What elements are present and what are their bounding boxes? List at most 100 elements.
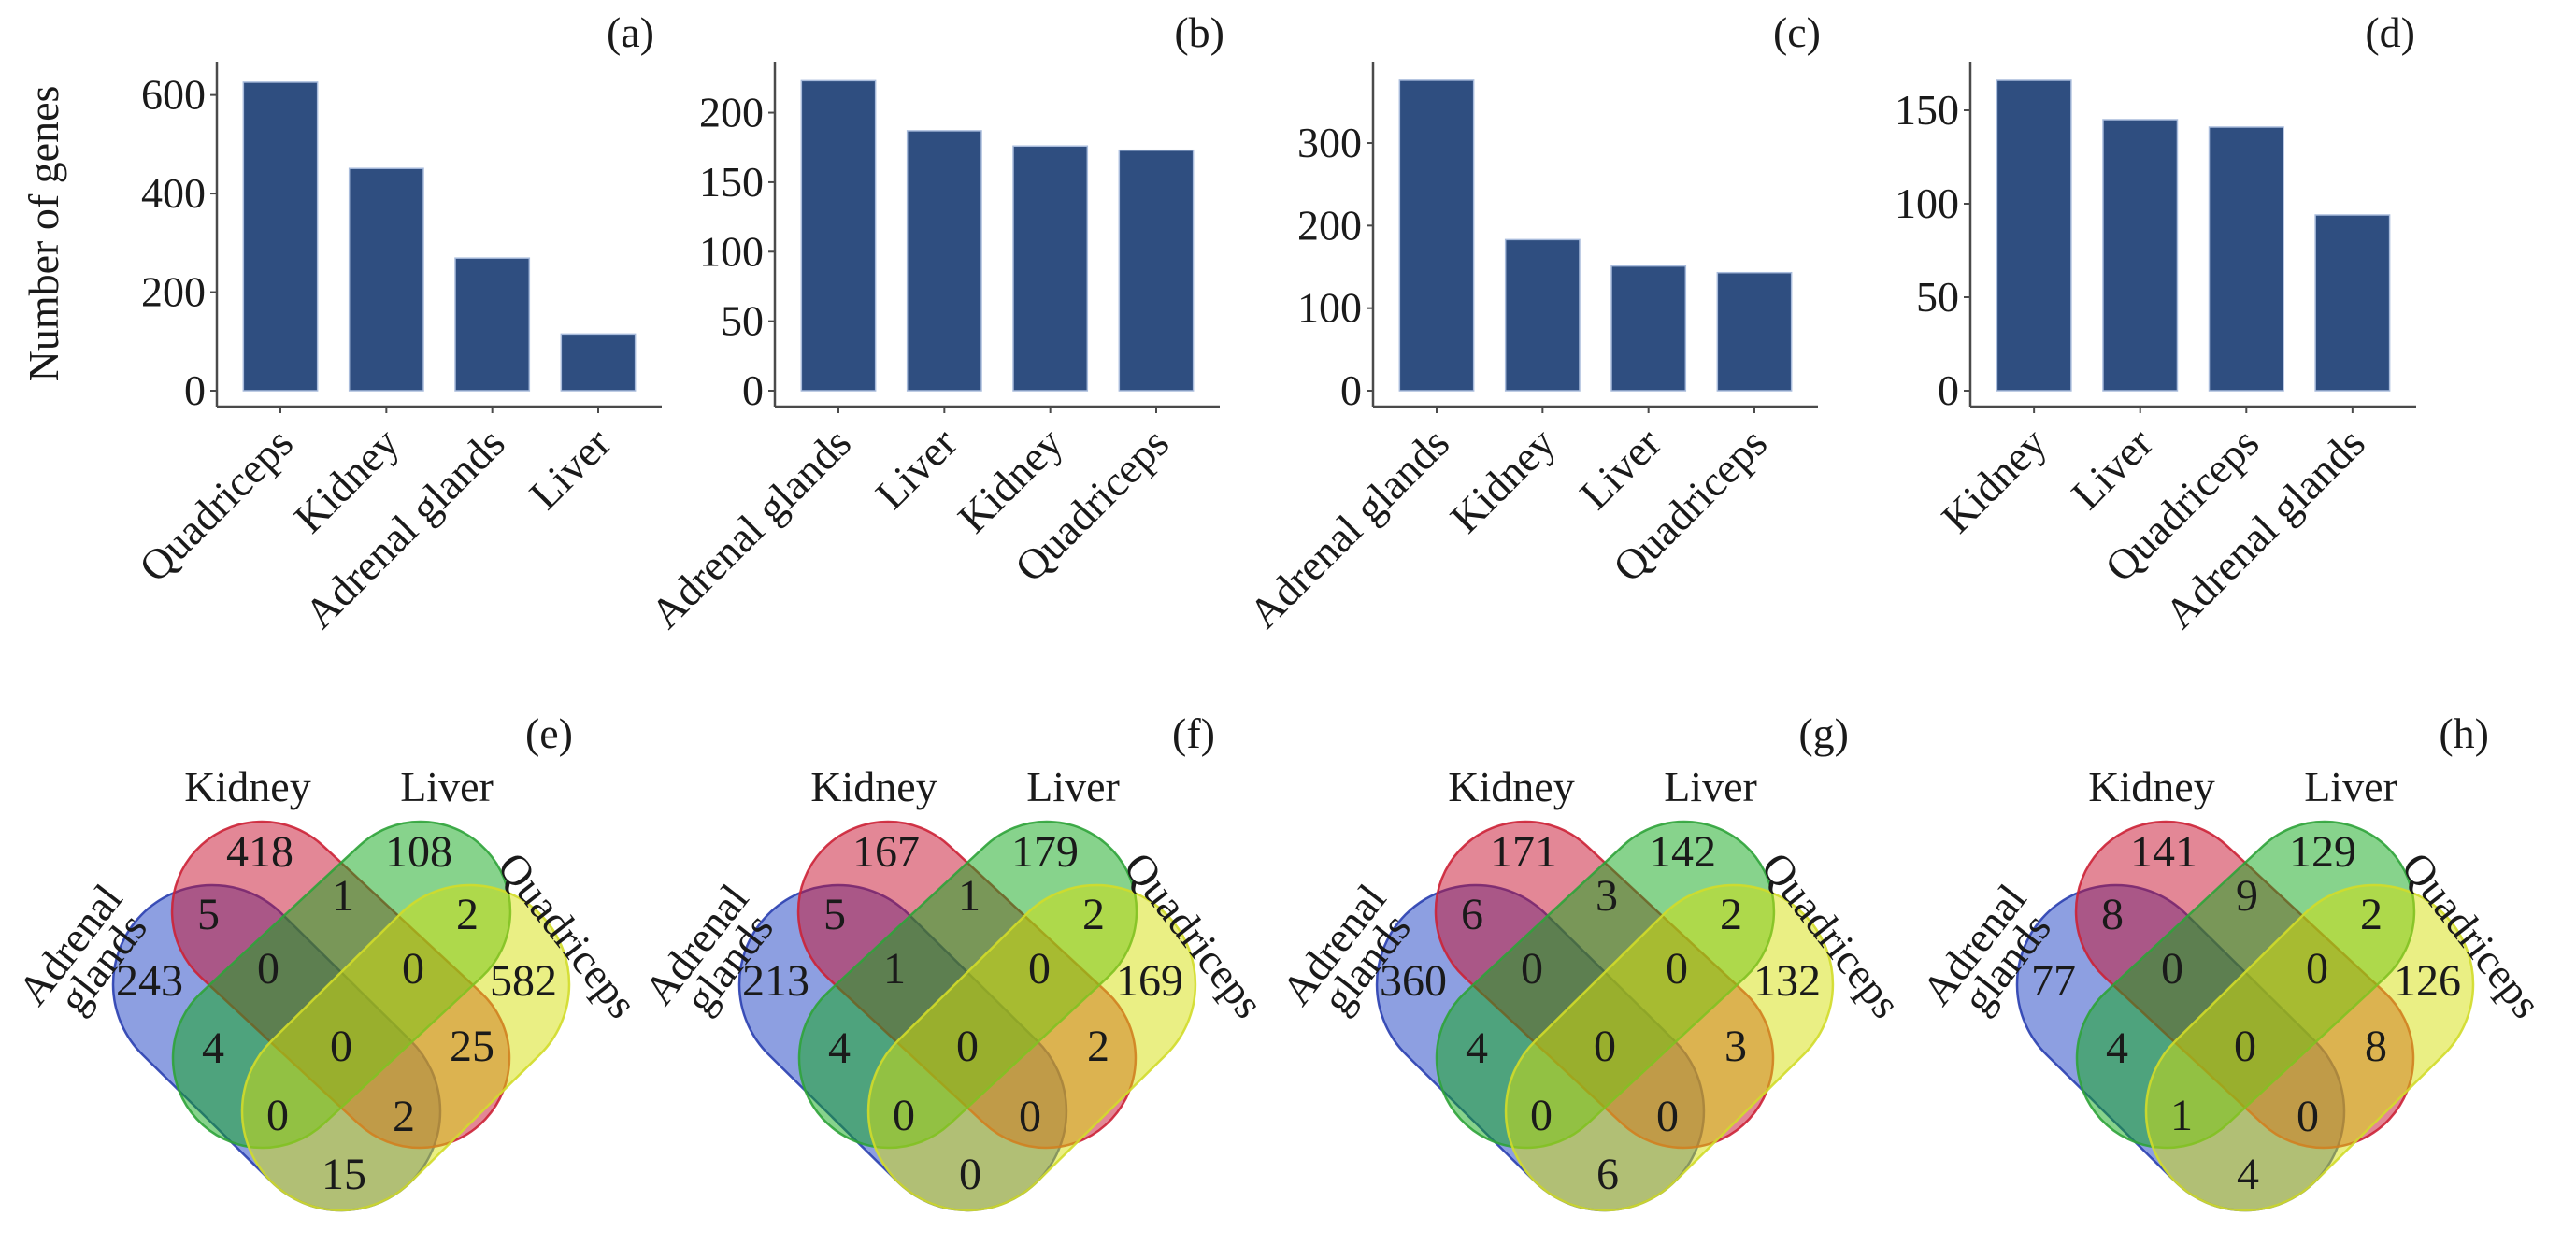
panel-label: (h) bbox=[2439, 709, 2489, 757]
venn-region-count-aq: 4 bbox=[2237, 1150, 2259, 1199]
venn-region-count-akq: 0 bbox=[2297, 1092, 2319, 1141]
venn-region-count-ak: 5 bbox=[823, 890, 846, 939]
bar-adrenal-glands bbox=[454, 257, 531, 392]
venn-label-liver: Liver bbox=[1026, 763, 1120, 810]
venn-region-count-k: 167 bbox=[852, 827, 920, 877]
venn-region-count-klq: 0 bbox=[1028, 944, 1051, 994]
y-tick-label: 150 bbox=[699, 158, 764, 206]
panel-label: (b) bbox=[1174, 8, 1224, 56]
venn-region-count-k: 141 bbox=[2130, 827, 2197, 877]
bar-kidney bbox=[1504, 238, 1581, 392]
y-tick-label: 50 bbox=[1916, 273, 1959, 321]
x-tick-label: Quadriceps bbox=[130, 419, 302, 591]
venn-region-count-k: 418 bbox=[226, 827, 293, 877]
bar-kidney bbox=[348, 167, 424, 392]
venn-region-count-aklq: 0 bbox=[330, 1022, 352, 1071]
venn-label-kidney: Kidney bbox=[184, 763, 310, 810]
y-tick-label: 150 bbox=[1895, 86, 1959, 134]
y-tick-label: 300 bbox=[1297, 119, 1362, 166]
venn-region-count-lq: 2 bbox=[1720, 890, 1742, 939]
bar-kidney bbox=[1012, 145, 1089, 392]
panel-label: (g) bbox=[1798, 709, 1849, 757]
venn-label-liver: Liver bbox=[1664, 763, 1757, 810]
venn-region-count-l: 129 bbox=[2289, 827, 2356, 877]
x-tick-label: Adrenal glands bbox=[641, 419, 860, 637]
x-tick-label: Liver bbox=[1570, 419, 1670, 519]
venn-region-count-akq: 0 bbox=[1656, 1092, 1679, 1141]
venn-region-count-akl: 0 bbox=[257, 944, 279, 994]
venn-region-count-aklq: 0 bbox=[2234, 1022, 2256, 1071]
venn-region-count-ak: 6 bbox=[1461, 890, 1483, 939]
bar-quadriceps bbox=[2208, 126, 2284, 392]
bar-quadriceps bbox=[242, 81, 319, 392]
venn-region-count-a: 360 bbox=[1380, 956, 1447, 1006]
venn-region-count-q: 169 bbox=[1116, 956, 1183, 1006]
venn-region-count-klq: 0 bbox=[402, 944, 424, 994]
panel-label: (d) bbox=[2365, 8, 2415, 56]
bar-kidney bbox=[1996, 79, 2072, 392]
y-tick-label: 200 bbox=[141, 268, 206, 316]
x-tick-label: Liver bbox=[866, 419, 966, 519]
venn-region-count-q: 132 bbox=[1753, 956, 1821, 1006]
venn-region-count-l: 179 bbox=[1011, 827, 1079, 877]
panel-label: (f) bbox=[1172, 709, 1215, 757]
x-tick-label: Adrenal glands bbox=[1239, 419, 1458, 637]
bar-adrenal-glands bbox=[1398, 79, 1475, 392]
venn-label-kidney: Kidney bbox=[1448, 763, 1574, 810]
y-tick-label: 100 bbox=[1297, 284, 1362, 332]
venn-region-count-q: 126 bbox=[2394, 956, 2461, 1006]
venn-region-count-alq: 0 bbox=[893, 1091, 915, 1140]
bar-adrenal-glands bbox=[800, 79, 877, 392]
venn-region-count-akl: 0 bbox=[2161, 944, 2183, 994]
venn-region-count-lq: 2 bbox=[2360, 890, 2383, 939]
venn-region-count-kq: 3 bbox=[1724, 1022, 1747, 1071]
venn-region-count-akl: 1 bbox=[883, 944, 906, 994]
venn-region-count-alq: 0 bbox=[266, 1091, 289, 1140]
y-tick-label: 0 bbox=[1340, 366, 1362, 414]
bar-adrenal-glands bbox=[2314, 214, 2391, 392]
venn-region-count-aq: 15 bbox=[322, 1150, 366, 1199]
venn-region-count-kl: 1 bbox=[332, 871, 354, 921]
venn-region-count-kq: 2 bbox=[1087, 1022, 1109, 1071]
x-tick-label: Liver bbox=[2062, 419, 2162, 519]
panel-label: (e) bbox=[525, 709, 573, 757]
venn-region-count-lq: 2 bbox=[1082, 890, 1105, 939]
venn-label-liver: Liver bbox=[400, 763, 494, 810]
bar-liver bbox=[560, 333, 637, 392]
venn-region-count-al: 4 bbox=[2106, 1023, 2128, 1073]
venn-region-count-alq: 0 bbox=[1530, 1091, 1553, 1140]
y-tick-label: 0 bbox=[184, 366, 206, 414]
bar-liver bbox=[906, 130, 982, 392]
venn-label-kidney: Kidney bbox=[810, 763, 937, 810]
x-tick-label: Kidney bbox=[1441, 419, 1565, 542]
venn-region-count-lq: 2 bbox=[456, 890, 479, 939]
venn-region-count-kq: 8 bbox=[2365, 1022, 2387, 1071]
venn-set-quadriceps bbox=[240, 883, 571, 1212]
y-tick-label: 100 bbox=[1895, 179, 1959, 227]
venn-region-count-l: 108 bbox=[385, 827, 452, 877]
x-tick-label: Kidney bbox=[1932, 419, 2055, 542]
venn-region-count-kl: 3 bbox=[1596, 871, 1618, 921]
y-tick-label: 50 bbox=[721, 297, 764, 345]
venn-region-count-kl: 1 bbox=[958, 871, 980, 921]
venn-region-count-alq: 1 bbox=[2170, 1091, 2193, 1140]
y-tick-label: 0 bbox=[1938, 366, 1959, 414]
y-tick-label: 200 bbox=[699, 89, 764, 136]
y-axis-title: Number of genes bbox=[20, 86, 67, 382]
venn-region-count-al: 4 bbox=[828, 1023, 851, 1073]
venn-region-count-k: 171 bbox=[1490, 827, 1557, 877]
venn-set-quadriceps bbox=[1505, 884, 1834, 1211]
venn-region-count-al: 4 bbox=[202, 1023, 224, 1073]
venn-region-count-aklq: 0 bbox=[1594, 1022, 1616, 1071]
venn-region-count-aq: 6 bbox=[1596, 1150, 1619, 1199]
y-tick-label: 200 bbox=[1297, 201, 1362, 249]
